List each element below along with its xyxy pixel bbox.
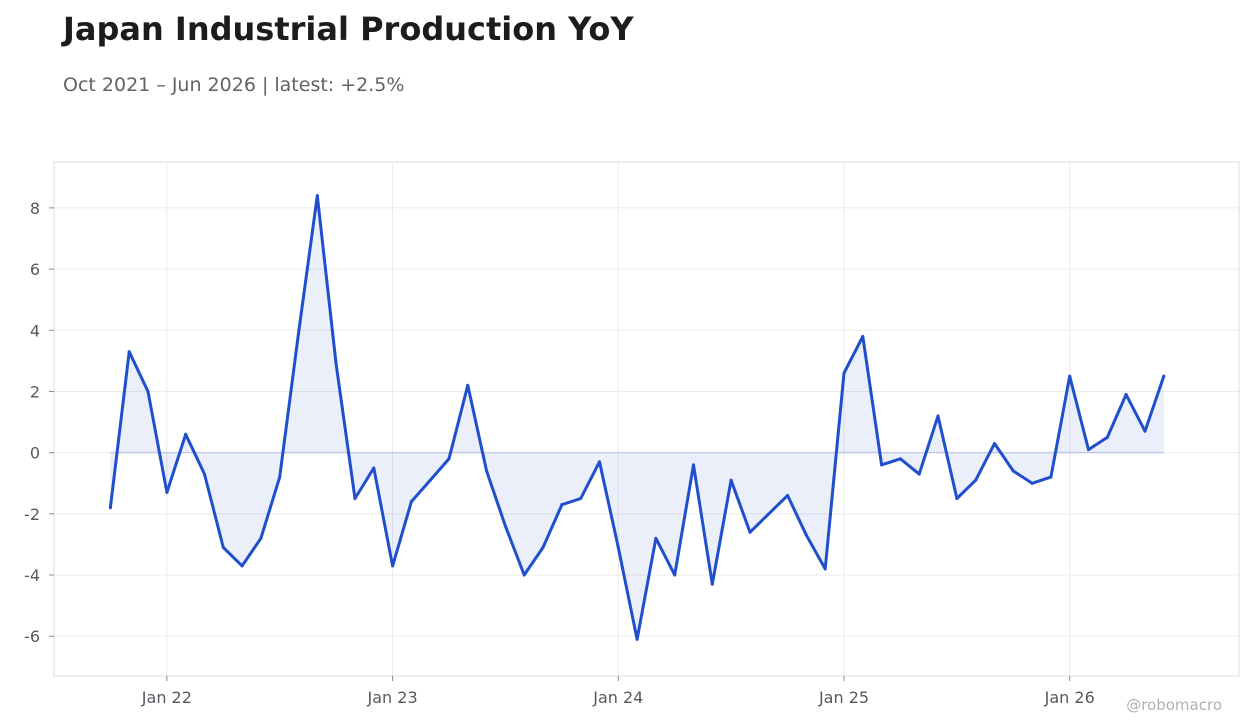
- data-point: [221, 546, 225, 549]
- data-point: [259, 536, 263, 540]
- data-point: [372, 466, 376, 470]
- data-point: [692, 463, 696, 467]
- data-point: [1068, 374, 1072, 378]
- data-point: [297, 331, 301, 335]
- chart-subtitle: Oct 2021 – Jun 2026 | latest: +2.5%: [63, 74, 405, 96]
- data-point: [917, 472, 921, 476]
- data-point: [804, 533, 808, 537]
- data-point: [278, 475, 282, 479]
- data-point: [767, 512, 771, 516]
- watermark: @robomacro: [1126, 696, 1222, 714]
- data-point: [522, 573, 526, 577]
- data-point: [936, 414, 940, 418]
- data-point: [1049, 475, 1053, 479]
- y-tick-label: 0: [30, 444, 40, 463]
- data-point: [748, 530, 752, 534]
- plot-frame: [53, 161, 1240, 677]
- data-point: [391, 564, 395, 568]
- data-point: [992, 441, 996, 445]
- data-point: [315, 194, 319, 198]
- y-tick-label: -2: [24, 505, 40, 524]
- data-point: [861, 334, 865, 338]
- data-point: [541, 546, 545, 549]
- data-point: [503, 524, 507, 528]
- data-point: [240, 564, 244, 568]
- data-point: [974, 478, 978, 482]
- data-point: [1143, 429, 1147, 433]
- data-point: [1030, 481, 1034, 485]
- y-tick-label: 6: [30, 260, 40, 279]
- data-point: [334, 362, 338, 366]
- x-tick-label: Jan 26: [1044, 688, 1095, 707]
- x-tick-label: Jan 22: [141, 688, 192, 707]
- data-point: [1162, 374, 1166, 378]
- data-point: [127, 350, 131, 354]
- grid-lines: [54, 162, 1239, 676]
- data-point: [428, 478, 432, 482]
- chart-title: Japan Industrial Production YoY: [63, 10, 634, 48]
- data-point: [560, 503, 564, 507]
- data-point: [1087, 448, 1091, 452]
- data-point: [409, 500, 413, 504]
- data-point: [616, 546, 620, 549]
- series-area: [110, 195, 1164, 640]
- x-axis-ticks: Jan 22 Jan 23 Jan 24 Jan 25 Jan 26: [141, 676, 1095, 707]
- series-points: [108, 194, 1166, 641]
- y-tick-label: -4: [24, 566, 40, 585]
- data-point: [466, 383, 470, 387]
- y-axis-ticks: -6 -4 -2 0 2 4 6 8: [24, 199, 54, 646]
- x-tick-label: Jan 23: [367, 688, 418, 707]
- data-point: [1105, 435, 1109, 439]
- x-tick-label: Jan 24: [592, 688, 643, 707]
- data-point: [447, 457, 451, 461]
- y-tick-label: 4: [30, 321, 40, 340]
- data-point: [823, 567, 827, 571]
- data-point: [710, 582, 714, 586]
- data-point: [1011, 469, 1015, 473]
- y-tick-label: -6: [24, 627, 40, 646]
- y-tick-label: 8: [30, 199, 40, 218]
- data-point: [898, 457, 902, 461]
- data-point: [673, 573, 677, 577]
- y-tick-label: 2: [30, 382, 40, 401]
- data-point: [880, 463, 884, 467]
- data-point: [579, 497, 583, 501]
- data-point: [353, 497, 357, 501]
- data-point: [955, 497, 959, 501]
- data-point: [146, 389, 150, 393]
- data-point: [786, 493, 790, 497]
- data-point: [729, 478, 733, 482]
- data-point: [842, 371, 846, 375]
- data-point: [165, 490, 169, 494]
- data-point: [1124, 393, 1128, 397]
- data-point: [202, 472, 206, 476]
- x-tick-label: Jan 25: [818, 688, 869, 707]
- data-point: [654, 536, 658, 540]
- data-point: [635, 637, 639, 641]
- data-point: [597, 460, 601, 464]
- data-point: [184, 432, 188, 436]
- data-point: [485, 469, 489, 473]
- data-point: [108, 506, 112, 510]
